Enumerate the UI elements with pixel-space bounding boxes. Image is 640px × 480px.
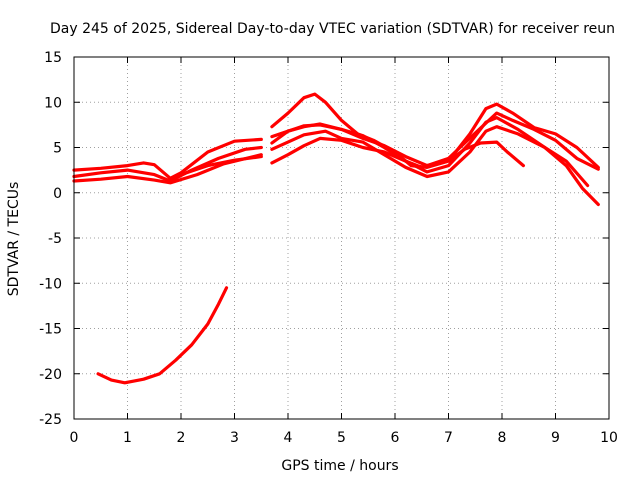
- y-tick-label: 5: [53, 141, 62, 157]
- y-tick-label: -15: [39, 322, 62, 338]
- x-tick-label: 5: [337, 430, 346, 446]
- series-line-track-j: [96, 286, 229, 385]
- y-axis-title: SDTVAR / TECUs: [6, 182, 22, 297]
- tick-labels: 0 1 2 3 4 5 6 7 8 9 10 -25 -20 -15 -10 -5 0 5 10 15: [39, 50, 618, 446]
- series-line-track-a: [72, 137, 263, 180]
- y-tick-label: -10: [39, 276, 62, 292]
- x-tick-label: 1: [123, 430, 132, 446]
- x-tick-label: 4: [284, 430, 293, 446]
- x-tick-label: 9: [551, 430, 560, 446]
- series-line-track-c: [72, 153, 263, 185]
- data-series: [72, 92, 600, 385]
- grid-lines: [74, 57, 609, 419]
- x-tick-label: 2: [177, 430, 186, 446]
- x-tick-label: 10: [600, 430, 618, 446]
- chart-title: Day 245 of 2025, Sidereal Day-to-day VTE…: [50, 21, 615, 37]
- y-tick-label: -20: [39, 367, 62, 383]
- x-tick-label: 8: [498, 430, 507, 446]
- series-line-track-g: [270, 125, 590, 188]
- y-tick-label: 15: [44, 50, 62, 66]
- y-tick-label: -5: [48, 231, 62, 247]
- series-line-track-h: [270, 111, 600, 171]
- x-tick-label: 7: [444, 430, 453, 446]
- x-tick-label: 3: [230, 430, 239, 446]
- y-tick-label: -25: [39, 412, 62, 428]
- x-tick-label: 6: [391, 430, 400, 446]
- series-line-track-b: [72, 145, 263, 183]
- y-tick-label: 0: [53, 186, 62, 202]
- y-tick-label: 10: [44, 95, 62, 111]
- axis-ticks: [73, 56, 610, 420]
- series-line-track-d: [179, 155, 263, 177]
- series-line-track-i: [270, 102, 600, 169]
- x-axis-title: GPS time / hours: [281, 458, 398, 474]
- x-tick-label: 0: [70, 430, 79, 446]
